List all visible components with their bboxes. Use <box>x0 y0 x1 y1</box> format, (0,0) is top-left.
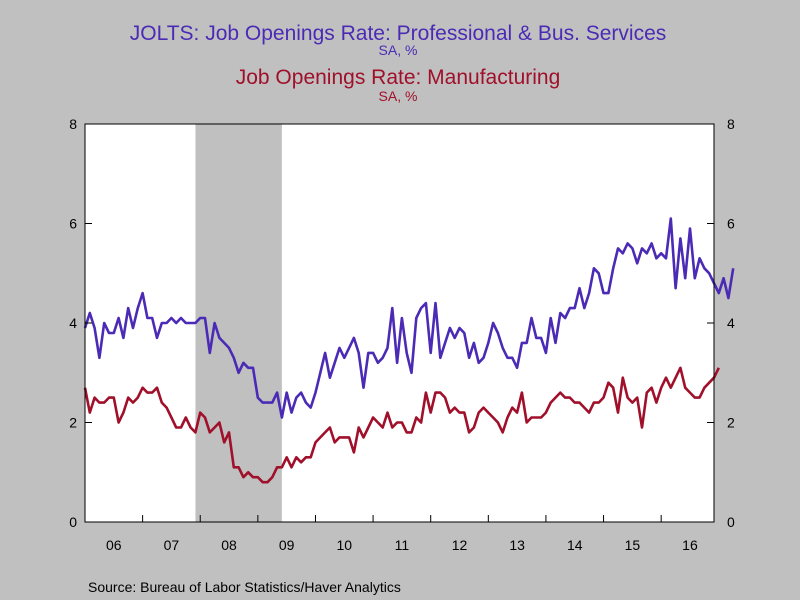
y-tick-label-right: 4 <box>727 315 735 331</box>
x-tick-label: 06 <box>106 537 122 553</box>
y-tick-label-left: 0 <box>69 514 77 530</box>
x-tick-label: 07 <box>164 537 180 553</box>
series-line-2 <box>83 366 720 484</box>
x-tick-label: 13 <box>509 537 525 553</box>
x-tick-label: 14 <box>567 537 583 553</box>
plot-area <box>84 123 715 523</box>
y-tick-label-left: 8 <box>69 116 77 132</box>
y-tick-label-right: 0 <box>727 514 735 530</box>
x-tick-label: 12 <box>452 537 468 553</box>
chart-subtitle: SA, % <box>379 42 418 58</box>
chart-title-2: Job Openings Rate: Manufacturing <box>236 66 561 89</box>
x-tick-label: 16 <box>682 537 698 553</box>
chart-title: JOLTS: Job Openings Rate: Professional &… <box>130 22 667 45</box>
y-tick-label-left: 6 <box>69 216 77 232</box>
y-tick-label-right: 2 <box>727 415 735 431</box>
source-note: Source: Bureau of Labor Statistics/Haver… <box>88 579 401 595</box>
x-tick-label: 09 <box>279 537 295 553</box>
y-tick-label-left: 4 <box>69 315 77 331</box>
chart-subtitle-2: SA, % <box>379 88 418 104</box>
x-tick-label: 10 <box>336 537 352 553</box>
y-tick-label-right: 8 <box>727 116 735 132</box>
x-tick-label: 08 <box>221 537 237 553</box>
series-line-1 <box>83 217 735 419</box>
recession-band <box>195 124 282 522</box>
y-tick-label-left: 2 <box>69 415 77 431</box>
y-tick-label-right: 6 <box>727 216 735 232</box>
x-tick-label: 15 <box>625 537 641 553</box>
x-tick-label: 11 <box>395 537 410 553</box>
